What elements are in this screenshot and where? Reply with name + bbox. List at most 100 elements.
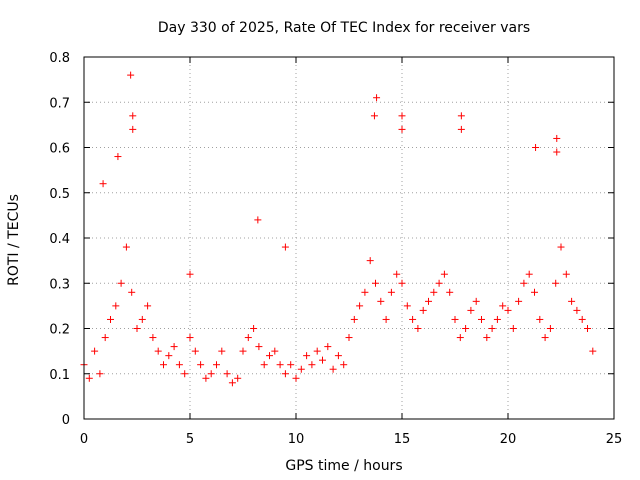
data-point: [170, 343, 178, 351]
data-point: [504, 306, 512, 314]
x-tick-label: 5: [186, 432, 194, 447]
data-point: [532, 144, 540, 151]
data-point: [138, 315, 146, 323]
data-point: [260, 361, 268, 369]
data-point: [250, 325, 258, 332]
data-point: [350, 315, 358, 323]
data-point: [213, 361, 220, 369]
data-point: [191, 347, 199, 355]
data-point: [128, 288, 136, 296]
data-point: [308, 361, 316, 369]
data-point: [96, 370, 104, 378]
data-point: [462, 325, 470, 332]
data-point: [553, 148, 561, 156]
y-axis: 0 0.1 0.2 0.3 0.4 0.5 0.6 0.7 0.8: [49, 51, 614, 428]
data-point: [488, 325, 496, 332]
data-point: [451, 315, 459, 323]
data-point: [254, 216, 262, 224]
data-point: [122, 243, 130, 251]
chart-title: Day 330 of 2025, Rate Of TEC Index for r…: [158, 20, 530, 36]
y-tick-label: 0.1: [49, 368, 70, 383]
data-point: [562, 270, 570, 278]
data-point: [541, 334, 549, 342]
data-point: [366, 257, 374, 265]
data-point: [99, 180, 107, 188]
data-point: [499, 302, 507, 310]
data-point: [578, 315, 586, 323]
data-point: [287, 361, 295, 369]
data-point: [197, 361, 205, 369]
data-point: [403, 302, 411, 310]
data-point: [509, 325, 517, 332]
data-point: [144, 302, 152, 310]
data-point: [133, 325, 141, 332]
data-point: [107, 315, 114, 323]
data-point: [345, 334, 353, 342]
data-point: [525, 270, 533, 278]
data-point: [223, 370, 231, 378]
data-point: [319, 356, 326, 364]
y-axis-label: ROTI / TECUs: [6, 194, 22, 286]
y-tick-label: 0: [62, 413, 70, 428]
data-point: [303, 352, 311, 360]
data-point: [292, 374, 300, 382]
data-point: [409, 315, 417, 323]
data-point: [160, 361, 167, 369]
y-tick-label: 0.4: [49, 232, 70, 247]
data-point: [228, 379, 236, 387]
x-tick-label: 10: [288, 432, 305, 447]
data-point: [186, 270, 194, 278]
data-point: [149, 334, 157, 342]
data-point: [271, 347, 279, 355]
data-point: [129, 125, 137, 133]
data-point: [329, 365, 337, 373]
y-tick-label: 0.7: [49, 96, 70, 111]
data-point: [515, 297, 523, 305]
data-point: [234, 374, 242, 382]
data-point: [457, 112, 465, 120]
data-point: [382, 315, 390, 323]
x-tick-label: 20: [500, 432, 517, 447]
data-point: [552, 279, 560, 287]
data-point: [377, 297, 385, 305]
data-point: [573, 306, 581, 314]
x-axis-label: GPS time / hours: [285, 458, 402, 474]
data-point: [91, 347, 99, 355]
data-point: [456, 334, 464, 342]
data-point: [472, 297, 480, 305]
data-point: [398, 112, 406, 120]
y-tick-label: 0.2: [49, 323, 70, 338]
data-point: [398, 125, 406, 133]
data-point: [207, 370, 215, 378]
data-point: [387, 288, 395, 296]
data-point: [117, 279, 125, 287]
data-point: [430, 288, 438, 296]
y-tick-label: 0.3: [49, 277, 70, 292]
data-point: [589, 347, 597, 355]
data-point: [85, 374, 93, 382]
data-point: [373, 94, 381, 102]
data-point: [340, 361, 348, 369]
y-tick-label: 0.8: [49, 51, 70, 66]
data-point: [557, 243, 565, 251]
data-point: [372, 279, 379, 287]
data-point: [536, 315, 544, 323]
data-point: [520, 279, 528, 287]
data-point: [244, 334, 252, 342]
x-axis: 0 5 10 15 20 25: [80, 57, 622, 447]
data-points: [80, 71, 597, 387]
data-point: [127, 71, 135, 79]
data-point: [154, 347, 162, 355]
data-point: [276, 361, 284, 369]
data-point: [297, 365, 305, 373]
data-point: [255, 343, 263, 351]
data-point: [186, 334, 194, 342]
data-point: [493, 315, 501, 323]
grid: [84, 57, 614, 419]
data-point: [553, 134, 561, 142]
data-point: [370, 112, 378, 120]
data-point: [398, 279, 406, 287]
data-point: [440, 270, 448, 278]
data-point: [334, 352, 342, 360]
